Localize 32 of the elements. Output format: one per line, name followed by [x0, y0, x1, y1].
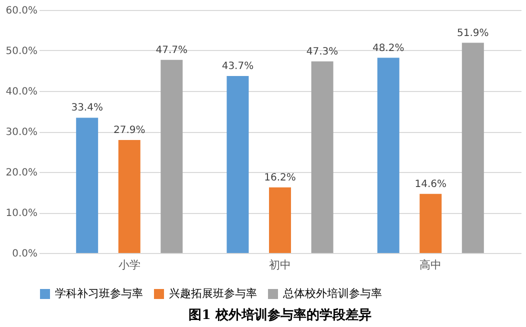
data-label: 47.3% [306, 46, 338, 58]
bar [311, 61, 334, 253]
bar [462, 42, 484, 253]
bar [226, 76, 249, 253]
y-tick-label: 40.0% [6, 86, 38, 98]
y-tick-label: 50.0% [6, 46, 38, 57]
y-tick-label: 0.0% [12, 248, 38, 260]
data-label: 33.4% [71, 102, 103, 114]
y-tick-label: 20.0% [6, 168, 38, 178]
bar [160, 60, 183, 253]
legend-label: 学科补习班参与率 [55, 287, 143, 300]
bar [118, 140, 140, 253]
legend-label: 总体校外培训参与率 [282, 287, 382, 300]
bar [377, 58, 400, 253]
y-tick-label: 60.0% [6, 6, 38, 16]
text: 图1 校外培训参与率的学段差异 [188, 307, 372, 323]
data-label: 51.9% [457, 28, 489, 39]
legend-label: 兴趣拓展班参与率 [169, 287, 257, 300]
bar [269, 187, 291, 253]
y-tick-label: 30.0% [6, 127, 38, 138]
data-label: 47.7% [156, 44, 188, 56]
bar [76, 118, 98, 253]
data-label: 48.2% [372, 42, 404, 54]
x-tick-label: 小学 [118, 258, 140, 272]
data-label: 14.6% [414, 178, 447, 190]
bar [420, 194, 442, 253]
data-label: 43.7% [222, 61, 254, 72]
y-tick-label: 10.0% [6, 208, 38, 219]
data-label: 27.9% [113, 125, 146, 136]
x-tick-label: 高中 [420, 258, 442, 272]
x-tick-label: 初中 [269, 258, 291, 272]
data-label: 16.2% [264, 172, 296, 184]
